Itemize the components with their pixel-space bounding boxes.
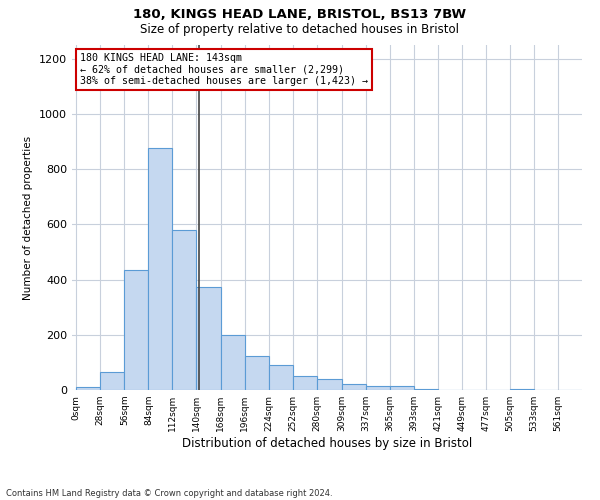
Bar bbox=[269, 365, 293, 390]
Text: Contains HM Land Registry data © Crown copyright and database right 2024.: Contains HM Land Registry data © Crown c… bbox=[6, 488, 332, 498]
Y-axis label: Number of detached properties: Number of detached properties bbox=[23, 136, 34, 300]
Bar bbox=[414, 388, 438, 390]
Bar bbox=[365, 386, 389, 390]
Bar bbox=[172, 230, 196, 390]
Bar bbox=[100, 372, 124, 390]
Text: Size of property relative to detached houses in Bristol: Size of property relative to detached ho… bbox=[140, 22, 460, 36]
Bar bbox=[341, 384, 365, 390]
X-axis label: Distribution of detached houses by size in Bristol: Distribution of detached houses by size … bbox=[182, 437, 472, 450]
Text: 180 KINGS HEAD LANE: 143sqm
← 62% of detached houses are smaller (2,299)
38% of : 180 KINGS HEAD LANE: 143sqm ← 62% of det… bbox=[80, 54, 368, 86]
Bar bbox=[293, 376, 317, 390]
Bar bbox=[76, 387, 100, 390]
Text: 180, KINGS HEAD LANE, BRISTOL, BS13 7BW: 180, KINGS HEAD LANE, BRISTOL, BS13 7BW bbox=[133, 8, 467, 20]
Bar bbox=[510, 388, 534, 390]
Bar bbox=[221, 335, 245, 390]
Bar bbox=[148, 148, 172, 390]
Bar bbox=[245, 356, 269, 390]
Bar bbox=[196, 286, 221, 390]
Bar bbox=[124, 270, 148, 390]
Bar bbox=[389, 386, 414, 390]
Bar bbox=[317, 379, 341, 390]
